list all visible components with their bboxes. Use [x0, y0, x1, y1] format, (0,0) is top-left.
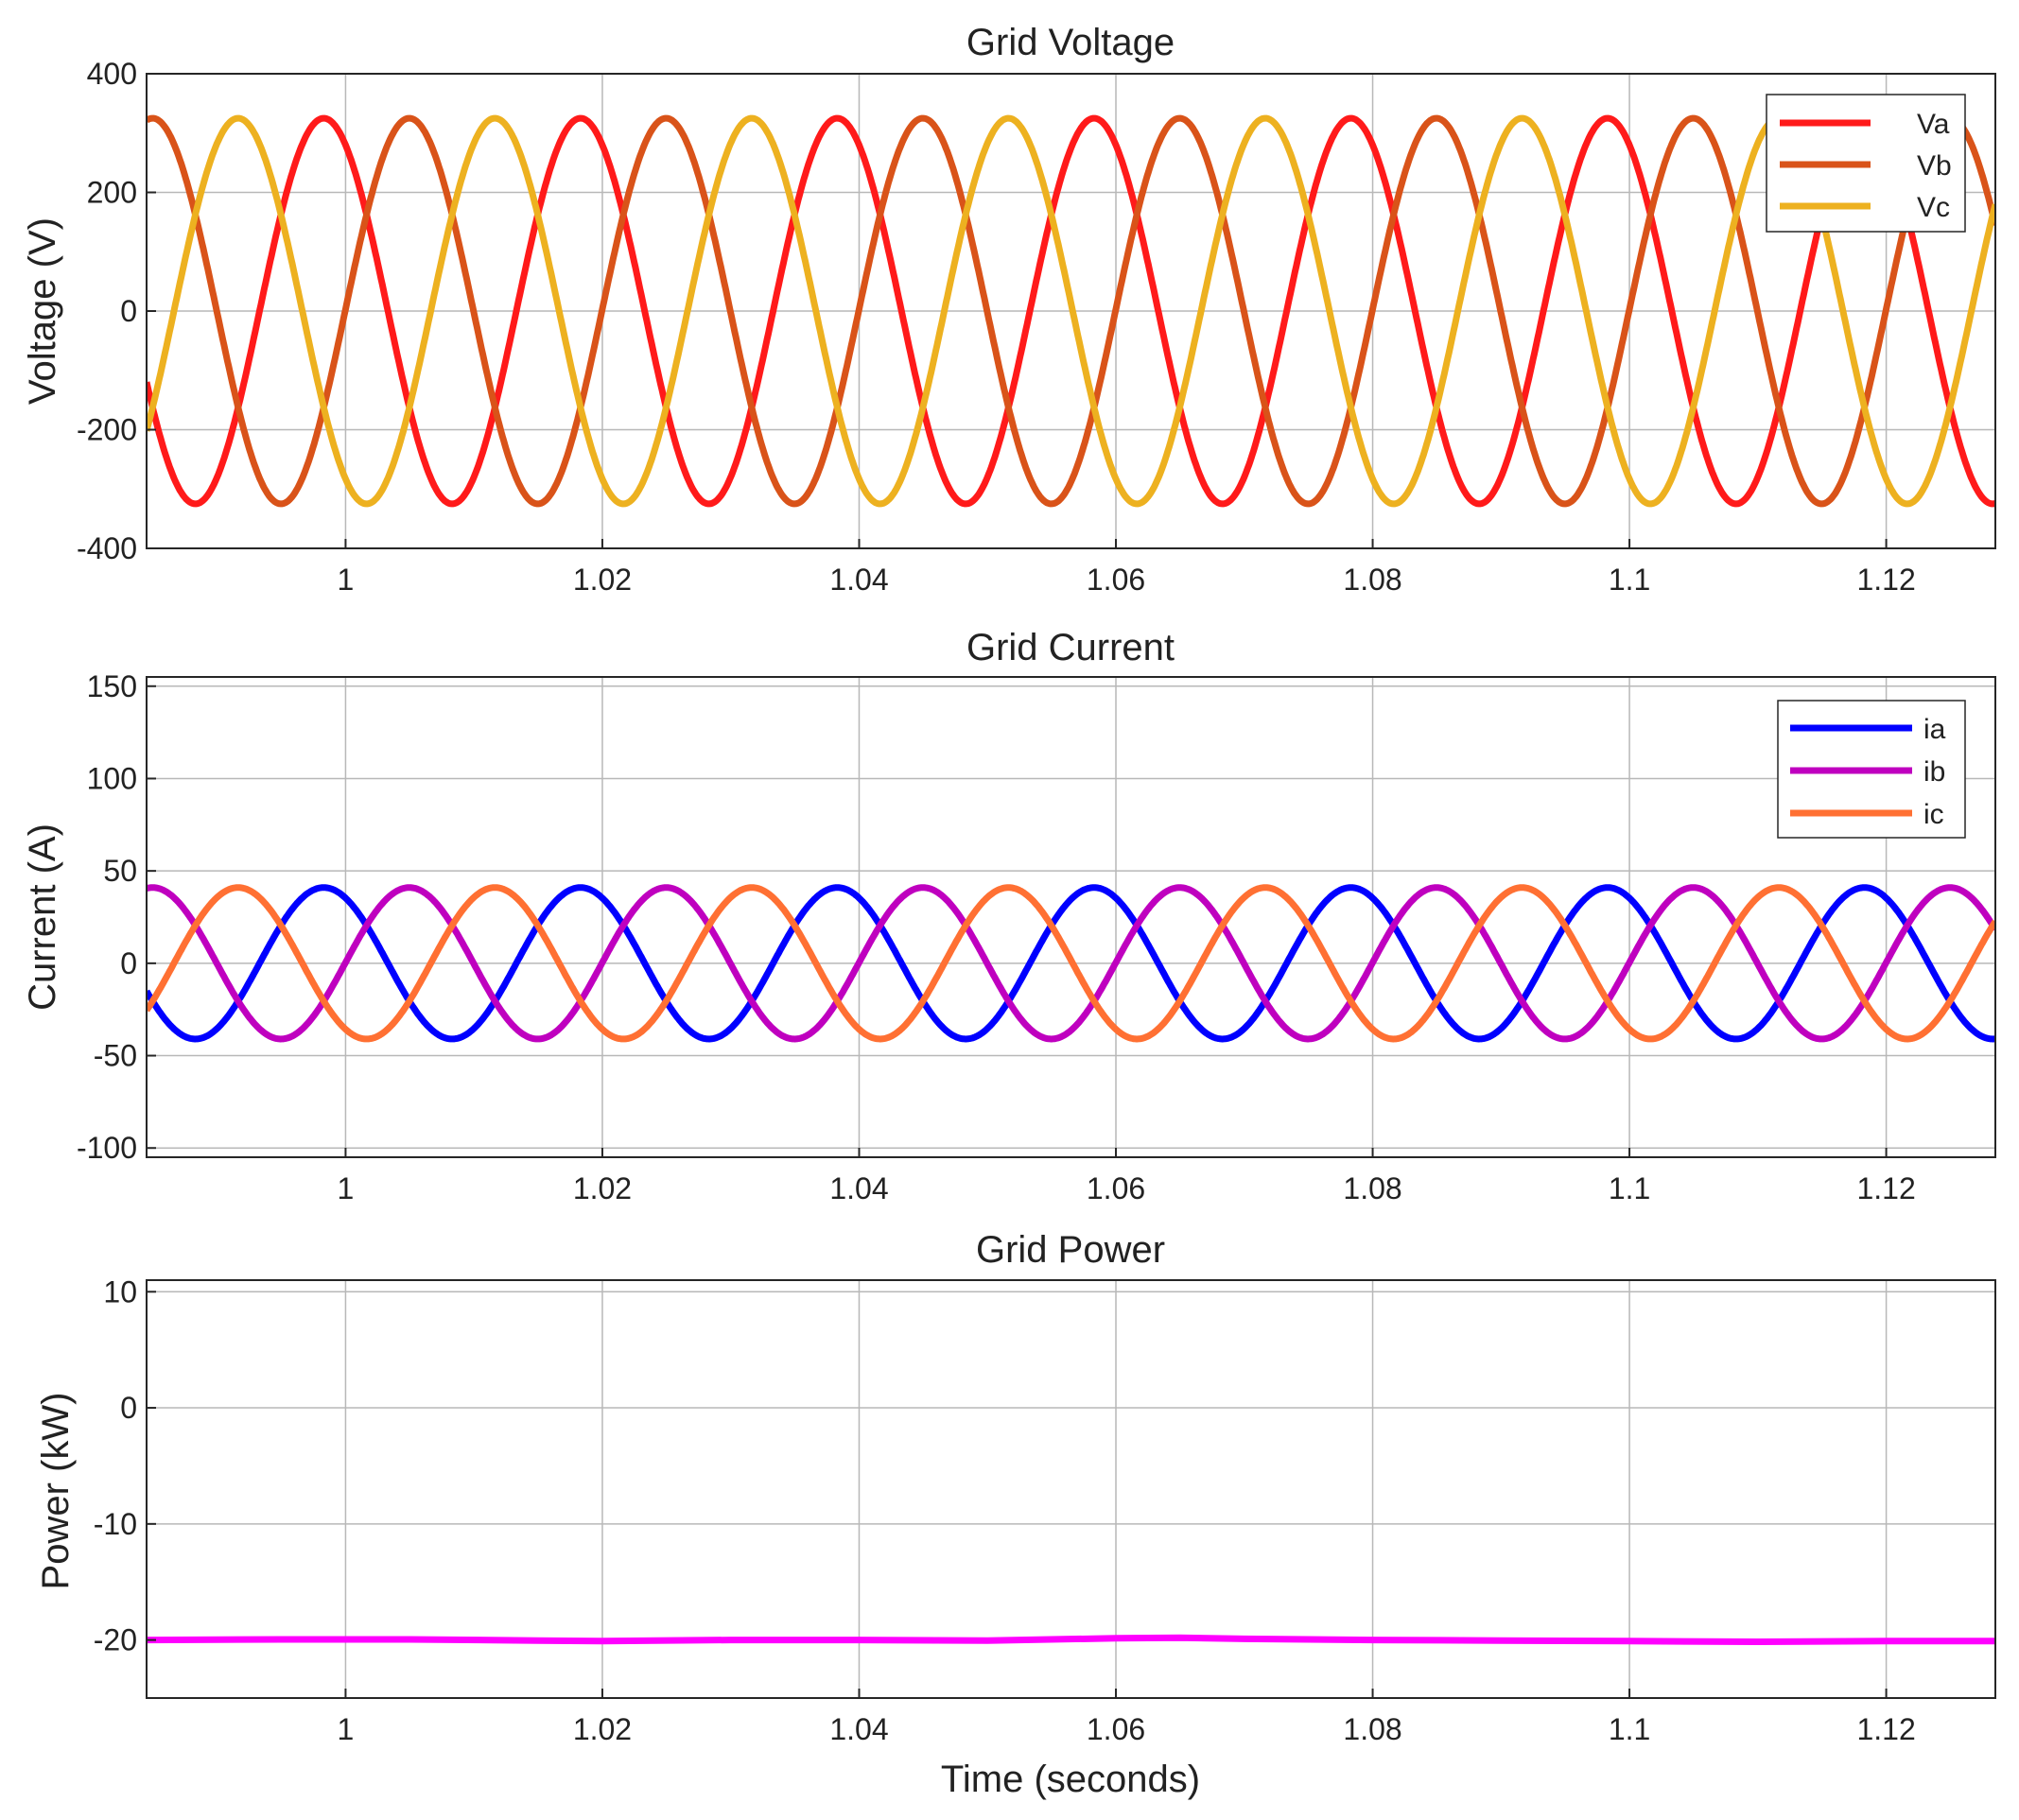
current-plot-area: [146, 676, 1996, 1158]
current-x-tick-label: 1.1: [1609, 1171, 1650, 1205]
legend-label-vb: Vb: [1917, 150, 1952, 182]
power-series: [147, 1634, 1995, 1645]
power-x-axis-label: Time (seconds): [941, 1759, 1200, 1800]
voltage-y-tick-label: 400: [87, 57, 137, 91]
current-series-line-ib: [147, 884, 1995, 1043]
voltage-x-tick-label: 1.04: [829, 563, 888, 597]
current-grid: [147, 677, 1995, 1157]
current-y-ticks: -100 -50 0 50 100 150: [77, 669, 156, 1165]
power-panel: Grid Power -20 -10 0 10 1 1.02 1.04 1.06 1.08 1.…: [35, 1229, 1996, 1800]
voltage-series-line-vb: [147, 114, 1995, 508]
power-x-tick-label: 1.1: [1609, 1712, 1650, 1746]
legend-label-va: Va: [1917, 109, 1950, 140]
current-legend: ia ib ic: [1777, 700, 1966, 839]
voltage-legend: Va Vb Vc: [1766, 94, 1966, 233]
power-y-tick-label: 0: [120, 1391, 137, 1425]
voltage-x-tick-label: 1.08: [1343, 563, 1401, 597]
current-y-tick-label: -100: [77, 1131, 137, 1165]
power-plot-area: [146, 1279, 1996, 1699]
legend-label-ia: ia: [1923, 714, 1946, 745]
voltage-y-tick-label: 200: [87, 176, 137, 210]
current-x-ticks: 1 1.02 1.04 1.06 1.08 1.1 1.12: [338, 1148, 1916, 1205]
power-y-tick-label: -20: [94, 1623, 137, 1657]
power-y-tick-label: -10: [94, 1507, 137, 1541]
power-x-tick-label: 1.02: [573, 1712, 632, 1746]
power-x-tick-label: 1.06: [1087, 1712, 1145, 1746]
power-chart-title: Grid Power: [976, 1229, 1165, 1271]
power-y-tick-label: 10: [103, 1274, 137, 1309]
voltage-x-tick-label: 1.1: [1609, 563, 1650, 597]
current-x-tick-label: 1.12: [1856, 1171, 1915, 1205]
current-y-tick-label: 100: [87, 761, 137, 795]
power-y-ticks: -20 -10 0 10: [94, 1274, 156, 1657]
power-y-axis-label: Power (kW): [35, 1393, 77, 1590]
current-chart-title: Grid Current: [966, 627, 1175, 668]
current-series: [147, 884, 1995, 1043]
power-x-tick-label: 1.08: [1343, 1712, 1401, 1746]
current-x-tick-label: 1: [338, 1171, 355, 1205]
current-series-line-ic: [147, 884, 1995, 1043]
current-y-tick-label: -50: [94, 1039, 137, 1073]
power-x-tick-label: 1: [338, 1712, 355, 1746]
power-grid: [147, 1280, 1995, 1698]
power-x-tick-label: 1.12: [1856, 1712, 1915, 1746]
voltage-x-tick-label: 1.02: [573, 563, 632, 597]
power-x-tick-label: 1.04: [829, 1712, 888, 1746]
legend-label-vc: Vc: [1917, 192, 1950, 223]
voltage-series-line-va: [147, 114, 1995, 508]
voltage-y-tick-label: 0: [120, 294, 137, 328]
voltage-panel: Grid Voltage -400 -200 0 200 400 1 1.02 1.04 1.…: [22, 22, 1996, 597]
power-series-line-power: [147, 1634, 1995, 1645]
current-y-axis-label: Current (A): [22, 823, 63, 1011]
voltage-y-tick-label: -200: [77, 413, 137, 447]
voltage-x-tick-label: 1: [338, 563, 355, 597]
current-y-tick-label: 50: [103, 854, 137, 888]
voltage-x-tick-label: 1.06: [1087, 563, 1145, 597]
voltage-x-tick-label: 1.12: [1856, 563, 1915, 597]
voltage-x-ticks: 1 1.02 1.04 1.06 1.08 1.1 1.12: [338, 539, 1916, 597]
current-series-line-ia: [147, 884, 1995, 1043]
voltage-series: [147, 114, 1995, 508]
voltage-y-tick-label: -400: [77, 531, 137, 565]
current-y-tick-label: 0: [120, 946, 137, 980]
current-x-tick-label: 1.04: [829, 1171, 888, 1205]
current-x-tick-label: 1.08: [1343, 1171, 1401, 1205]
legend-label-ic: ic: [1923, 799, 1944, 830]
voltage-series-line-vc: [147, 114, 1995, 508]
current-x-tick-label: 1.06: [1087, 1171, 1145, 1205]
voltage-y-ticks: -400 -200 0 200 400: [77, 57, 156, 565]
power-x-ticks: 1 1.02 1.04 1.06 1.08 1.1 1.12: [338, 1689, 1916, 1746]
voltage-chart-title: Grid Voltage: [966, 22, 1175, 63]
legend-label-ib: ib: [1923, 756, 1945, 788]
voltage-y-axis-label: Voltage (V): [22, 217, 63, 405]
current-x-tick-label: 1.02: [573, 1171, 632, 1205]
current-y-tick-label: 150: [87, 669, 137, 703]
